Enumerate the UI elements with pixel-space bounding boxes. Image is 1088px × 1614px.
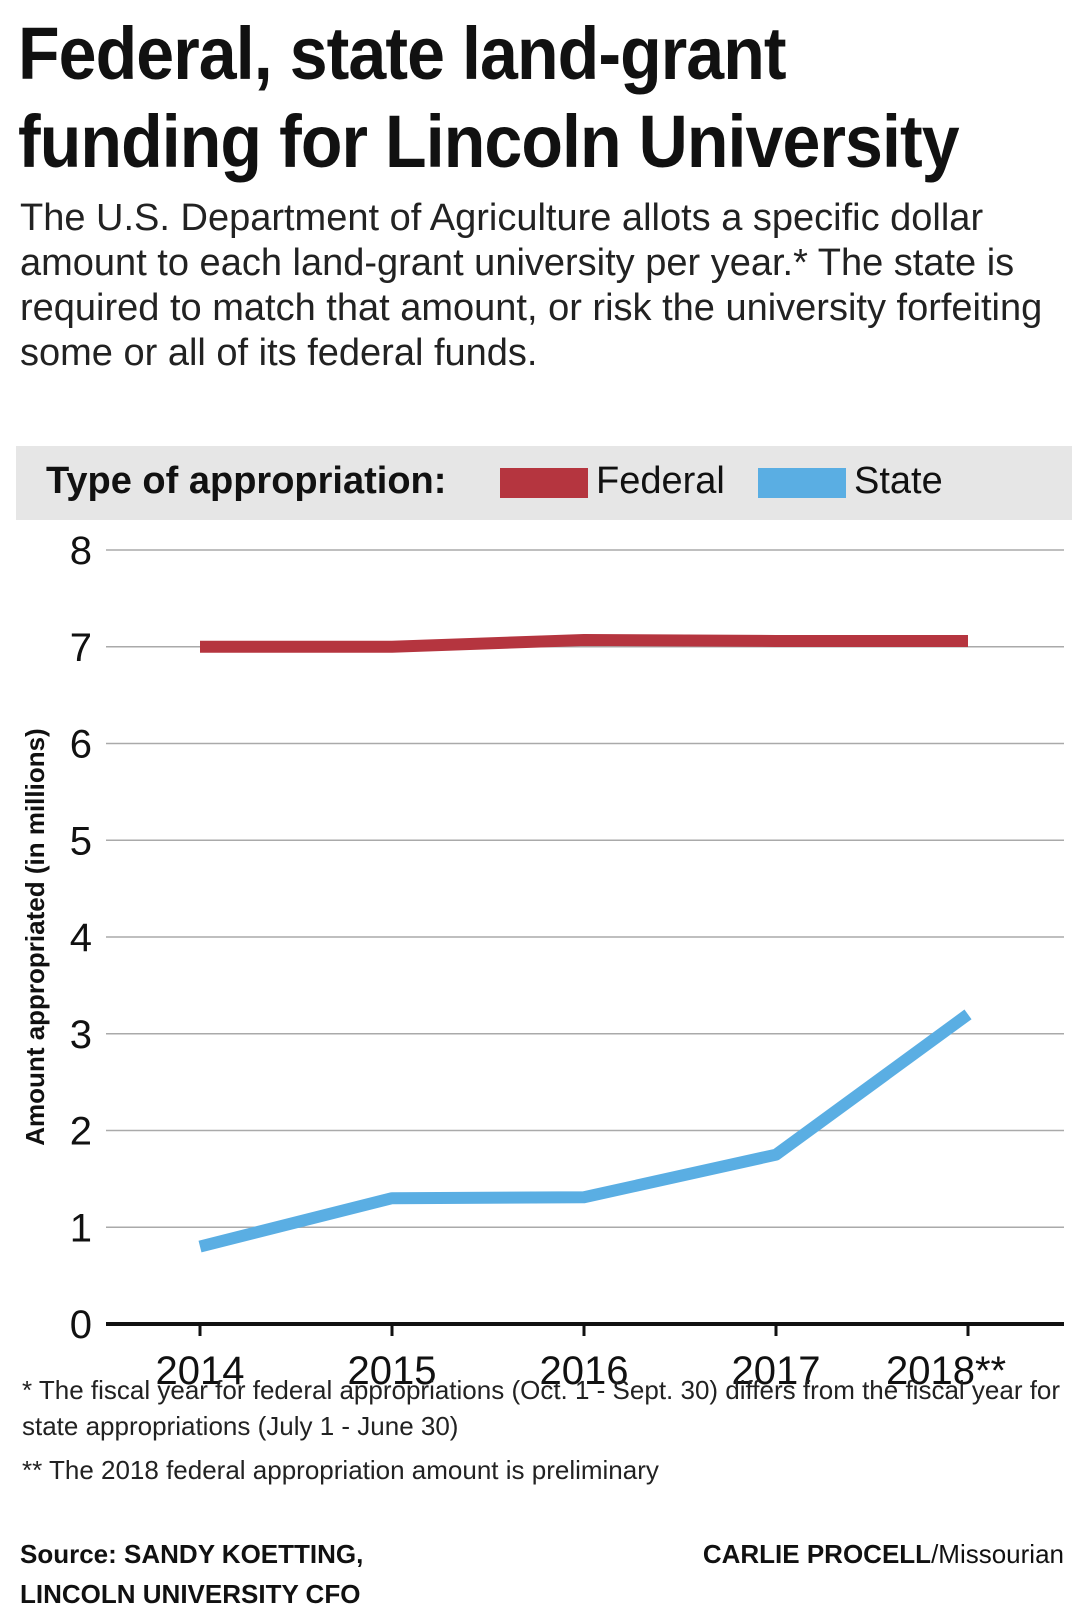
byline-author: CARLIE PROCELL <box>702 1539 932 1569</box>
legend-label: Type of appropriation: <box>46 460 447 502</box>
y-tick-label: 6 <box>70 723 92 767</box>
source-line-2: LINCOLN UNIVERSITY CFO <box>20 1579 361 1609</box>
chart-title: Federal, state land-grant funding for Li… <box>18 12 960 183</box>
y-axis-label: Amount appropriated (in millions) <box>20 728 50 1145</box>
chart-subtitle: The U.S. Department of Agriculture allot… <box>20 197 1043 374</box>
x-tick-label: 2016 <box>540 1349 629 1393</box>
legend-item-federal: Federal <box>596 460 725 502</box>
y-tick-label: 4 <box>70 916 92 960</box>
source-line-1: Source: SANDY KOETTING, <box>20 1539 364 1569</box>
y-tick-label: 2 <box>70 1110 92 1154</box>
x-tick-label: 2014 <box>156 1349 245 1393</box>
legend-item-state: State <box>854 460 943 502</box>
y-tick-label: 1 <box>70 1206 92 1250</box>
footnote-fiscal-year: * The fiscal year for federal appropriat… <box>22 1375 1061 1441</box>
x-tick-label: 2018** <box>886 1349 1006 1393</box>
footnote-preliminary: ** The 2018 federal appropriation amount… <box>22 1455 659 1485</box>
y-tick-label: 0 <box>70 1303 92 1347</box>
y-tick-label: 8 <box>70 529 92 573</box>
x-tick-label: 2015 <box>348 1349 437 1393</box>
legend-swatch-federal <box>500 468 588 498</box>
legend: Type of appropriation: Federal State <box>16 446 1072 520</box>
y-tick-label: 7 <box>70 626 92 670</box>
byline-outlet: /Missourian <box>931 1539 1064 1569</box>
y-tick-label: 3 <box>70 1013 92 1057</box>
source-credit: Source: SANDY KOETTING, LINCOLN UNIVERSI… <box>20 1534 363 1614</box>
legend-swatch-state <box>758 468 846 498</box>
series-line-federal <box>200 633 968 653</box>
byline: CARLIE PROCELL/Missourian <box>703 1534 1064 1574</box>
x-tick-label: 2017 <box>732 1349 821 1393</box>
y-tick-label: 5 <box>70 819 92 863</box>
